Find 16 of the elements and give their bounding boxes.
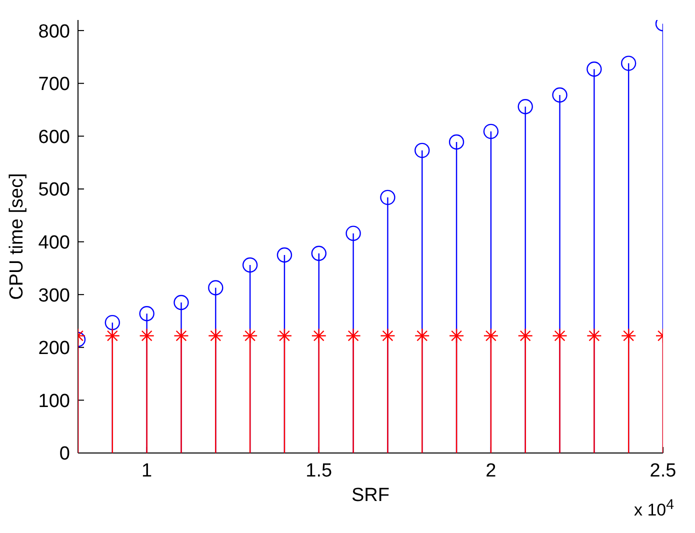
x-tick-label: 1 [142, 460, 152, 482]
y-tick-label: 200 [38, 338, 70, 360]
x-tick-label: 2.5 [650, 460, 676, 482]
x-tick-label: 1.5 [306, 460, 332, 482]
text: x 10$^{4}$ [634, 497, 674, 521]
y-tick-label: 700 [38, 74, 70, 96]
y-tick-label: 800 [38, 21, 70, 42]
y-tick-label: 500 [38, 180, 70, 201]
x-tick-label: 2 [486, 460, 496, 482]
y-tick-label: 0 [59, 444, 70, 465]
y-tick-label: 400 [38, 232, 70, 254]
y-tick-label: 300 [38, 285, 70, 306]
y-tick-label: 600 [38, 126, 70, 148]
x-axis-title: SRF [352, 485, 390, 506]
y-tick-label: 100 [38, 390, 70, 412]
y-axis-title: CPU time [sec] [6, 173, 28, 300]
